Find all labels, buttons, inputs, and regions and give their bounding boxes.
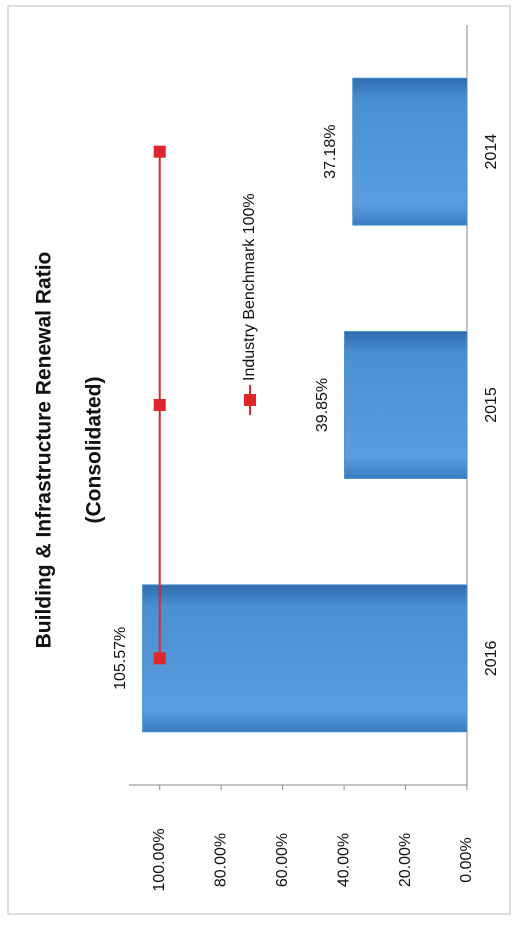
rotated-plot: Building & Infrastructure Renewal Ratio … <box>33 25 500 892</box>
data-label: 39.85% <box>314 378 331 432</box>
x-tick-label: 2016 <box>483 640 500 676</box>
bar <box>352 77 468 226</box>
data-label: 37.18% <box>322 125 339 179</box>
y-tick-label: 0.00% <box>458 837 475 882</box>
chart-title: Building & Infrastructure Renewal Ratio <box>33 252 56 649</box>
frame <box>7 5 511 915</box>
y-tick-label: 20.00% <box>397 833 414 887</box>
legend-label: Industry Benchmark 100% <box>241 193 258 381</box>
marker <box>153 399 166 411</box>
data-label: 105.57% <box>112 627 129 690</box>
legend-marker <box>244 394 256 406</box>
chart-subtitle: (Consolidated) <box>83 377 106 524</box>
y-tick-label: 40.00% <box>335 833 352 887</box>
y-tick-label: 100.00% <box>151 828 168 891</box>
bar <box>344 331 468 479</box>
marker <box>153 652 166 665</box>
x-tick-label: 2014 <box>483 134 500 170</box>
x-tick-label: 2015 <box>483 387 500 423</box>
y-tick-label: 60.00% <box>274 833 291 887</box>
y-tick-label: 80.00% <box>212 833 229 887</box>
bar <box>142 584 468 733</box>
marker <box>153 145 166 158</box>
